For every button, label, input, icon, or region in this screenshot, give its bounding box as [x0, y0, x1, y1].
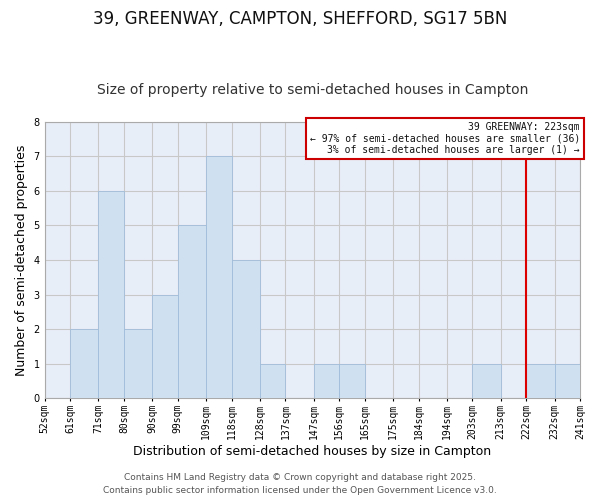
Bar [554, 364, 580, 398]
Bar [314, 364, 339, 398]
Bar [70, 329, 98, 398]
Bar [472, 364, 500, 398]
Text: 39, GREENWAY, CAMPTON, SHEFFORD, SG17 5BN: 39, GREENWAY, CAMPTON, SHEFFORD, SG17 5B… [93, 10, 507, 28]
Y-axis label: Number of semi-detached properties: Number of semi-detached properties [15, 144, 28, 376]
Text: Contains HM Land Registry data © Crown copyright and database right 2025.
Contai: Contains HM Land Registry data © Crown c… [103, 474, 497, 495]
Bar [339, 364, 365, 398]
Bar [152, 294, 178, 398]
X-axis label: Distribution of semi-detached houses by size in Campton: Distribution of semi-detached houses by … [133, 444, 491, 458]
Bar [260, 364, 286, 398]
Bar [98, 191, 124, 398]
Bar [232, 260, 260, 398]
Bar [124, 329, 152, 398]
Bar [206, 156, 232, 398]
Title: Size of property relative to semi-detached houses in Campton: Size of property relative to semi-detach… [97, 83, 528, 97]
Bar [178, 226, 206, 398]
Bar [526, 364, 554, 398]
Text: 39 GREENWAY: 223sqm
← 97% of semi-detached houses are smaller (36)
3% of semi-de: 39 GREENWAY: 223sqm ← 97% of semi-detach… [310, 122, 580, 155]
